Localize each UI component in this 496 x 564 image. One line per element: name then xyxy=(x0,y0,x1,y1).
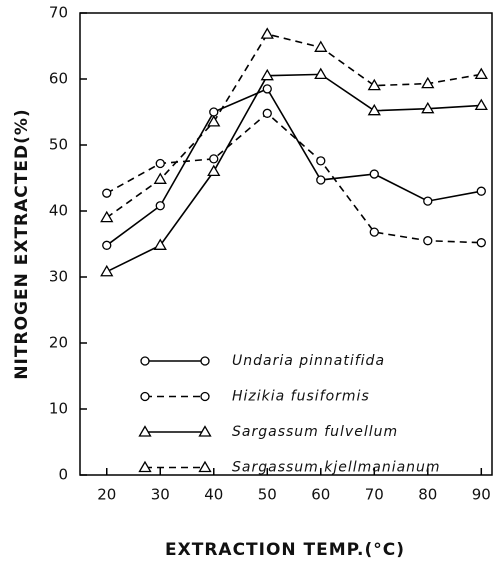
data-point xyxy=(155,158,165,169)
legend-label: Hizikia fusiformis xyxy=(232,389,370,405)
data-point xyxy=(476,238,486,248)
legend-marker xyxy=(200,356,210,366)
data-point xyxy=(476,186,486,196)
x-tick-label: 30 xyxy=(151,486,170,504)
data-point xyxy=(314,67,328,80)
data-point xyxy=(207,164,221,177)
data-point xyxy=(316,156,326,166)
series-line xyxy=(106,73,482,273)
legend-marker xyxy=(138,460,152,473)
data-point xyxy=(474,98,488,111)
y-tick-label: 60 xyxy=(49,70,68,88)
data-point xyxy=(100,210,114,223)
x-tick-label: 90 xyxy=(472,486,491,504)
legend-marker xyxy=(198,460,212,473)
series-line xyxy=(106,87,482,246)
data-point xyxy=(369,227,379,237)
y-tick-label: 70 xyxy=(49,4,68,22)
data-point xyxy=(474,67,488,80)
data-point xyxy=(314,40,328,52)
data-point xyxy=(423,236,433,246)
series-line xyxy=(106,33,482,219)
x-axis-title: EXTRACTION TEMP.(°C) xyxy=(165,540,405,560)
data-point xyxy=(207,115,221,127)
data-point xyxy=(423,196,433,206)
data-point xyxy=(421,101,435,114)
x-tick-label: 60 xyxy=(311,486,330,504)
data-point xyxy=(367,103,381,116)
data-point xyxy=(209,154,219,164)
legend-marker xyxy=(140,356,150,366)
data-point xyxy=(209,107,219,117)
x-tick-label: 70 xyxy=(365,486,384,504)
y-tick-label: 0 xyxy=(58,466,68,484)
data-point xyxy=(316,175,326,185)
data-point xyxy=(262,84,272,94)
data-point xyxy=(260,68,274,81)
legend-label: Sargassum fulvellum xyxy=(232,424,398,440)
data-point xyxy=(100,264,114,277)
x-tick-label: 40 xyxy=(204,486,223,504)
y-tick-label: 20 xyxy=(49,334,68,352)
legend-label: Sargassum kjellmanianum xyxy=(232,460,441,476)
y-axis-title: NITROGEN EXTRACTED(%) xyxy=(12,108,32,379)
y-tick-label: 10 xyxy=(49,400,68,418)
data-point xyxy=(421,76,435,89)
x-tick-label: 20 xyxy=(97,486,116,504)
data-point xyxy=(102,240,112,250)
legend-marker xyxy=(140,391,150,402)
legend-marker xyxy=(198,425,212,437)
y-tick-label: 30 xyxy=(49,268,68,286)
x-tick-label: 50 xyxy=(258,486,277,504)
data-point xyxy=(153,238,167,250)
y-tick-label: 50 xyxy=(49,136,68,154)
legend-marker xyxy=(138,425,152,437)
legend-label: Undaria pinnatifida xyxy=(232,353,385,369)
data-point xyxy=(102,188,112,198)
data-point xyxy=(260,27,274,39)
series-line xyxy=(106,112,482,244)
y-tick-label: 40 xyxy=(49,202,68,220)
data-point xyxy=(155,201,165,211)
plot-frame xyxy=(79,12,493,476)
data-point xyxy=(153,172,167,184)
data-point xyxy=(367,78,381,91)
legend-marker xyxy=(200,391,210,402)
x-tick-label: 80 xyxy=(418,486,437,504)
data-point xyxy=(369,169,379,179)
data-point xyxy=(262,108,272,118)
